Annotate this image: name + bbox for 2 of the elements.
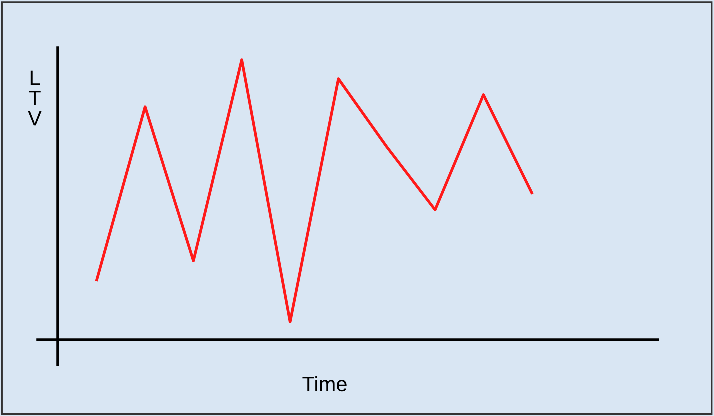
x-axis-title: Time [302, 376, 347, 392]
y-axis-title: LTV [28, 70, 42, 126]
